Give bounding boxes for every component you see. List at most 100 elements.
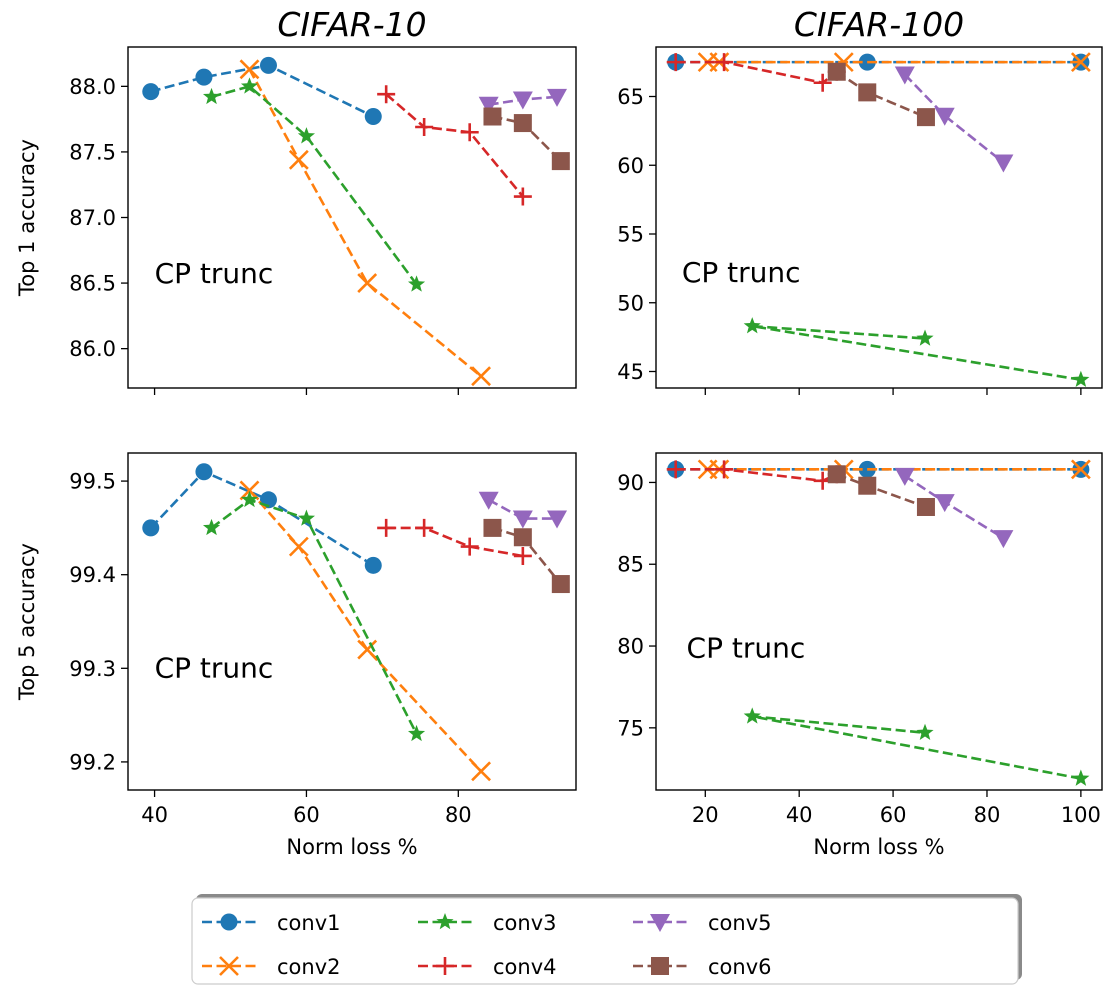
data-point (512, 91, 533, 110)
data-point (547, 510, 568, 529)
y-tick-label: 88.0 (69, 75, 116, 99)
series-conv6 (827, 465, 935, 516)
series-line (385, 93, 524, 198)
series-line (675, 60, 838, 85)
data-point (813, 73, 832, 92)
data-point (827, 62, 846, 81)
data-point (858, 476, 877, 495)
y-tick-label: 99.3 (69, 657, 116, 681)
legend-marker (436, 913, 454, 930)
series-conv2 (239, 59, 492, 387)
data-point (1072, 370, 1090, 388)
series-line (248, 489, 483, 773)
data-point (483, 518, 502, 537)
x-axis-label: Norm loss % (813, 835, 944, 859)
data-point (666, 53, 685, 72)
data-point (415, 118, 434, 137)
x-tick-label: 60 (293, 803, 320, 827)
panel-c10_top5: 99.2 99.3 99.4 99.5 40 60 80 Norm loss % Top 5 a… (15, 452, 577, 859)
legend-marker (220, 913, 238, 931)
axes-frame (127, 452, 577, 791)
data-point (460, 123, 479, 142)
series-conv6 (483, 107, 570, 171)
x-tick-label: 40 (141, 803, 168, 827)
data-point (993, 530, 1014, 549)
legend-box (191, 897, 1019, 985)
x-tick-label: 100 (1061, 803, 1101, 827)
x-tick-label: 80 (974, 803, 1001, 827)
series-conv2 (239, 480, 492, 782)
data-point (377, 85, 396, 104)
series-line (903, 73, 1005, 164)
panel-c100_top1: CIFAR-100 45 50 55 60 65 CP trunc (617, 5, 1103, 395)
data-point (142, 519, 160, 537)
legend-label: conv1 (277, 911, 341, 935)
x-tick-label: 20 (692, 803, 719, 827)
y-tick-label: 45 (617, 360, 644, 384)
series-conv5 (894, 467, 1014, 549)
data-point (715, 53, 734, 72)
data-point (916, 108, 935, 127)
legend-entry-conv5: conv5 (633, 911, 772, 935)
series-line (752, 324, 1082, 382)
data-point (512, 510, 533, 529)
data-point (1070, 52, 1091, 73)
data-point (551, 575, 570, 594)
data-point (1070, 459, 1091, 480)
legend-entry-conv3: conv3 (418, 911, 557, 935)
y-tick-label: 75 (617, 716, 644, 740)
annotation-label: CP trunc (155, 257, 274, 290)
panel-title: CIFAR-100 (794, 5, 964, 44)
x-tick-label: 60 (880, 803, 907, 827)
plot-area (142, 463, 570, 782)
legend-marker (436, 957, 454, 975)
x-tick-label: 40 (786, 803, 813, 827)
legend-entry-conv2: conv2 (202, 955, 341, 979)
panel-c10_top1: CIFAR-10 86.0 86.5 87.0 87.5 88.0 Top 1 accura… (15, 5, 577, 395)
y-tick-label: 99.5 (69, 470, 116, 494)
data-point (407, 275, 426, 292)
series-conv4 (666, 53, 846, 92)
data-point (551, 152, 570, 171)
data-point (666, 460, 685, 479)
data-point (513, 546, 532, 565)
data-point (357, 639, 378, 660)
legend-label: conv5 (708, 911, 772, 935)
panel-c100_top5: 75 80 85 90 20 40 60 80 100 Norm loss % CP trunc (617, 452, 1103, 859)
y-tick-label: 87.0 (69, 206, 116, 230)
data-point (195, 463, 213, 481)
legend-marker (651, 957, 669, 975)
series-conv5 (478, 88, 568, 115)
series-line (248, 68, 482, 378)
y-tick-label: 80 (617, 635, 644, 659)
data-point (288, 149, 309, 170)
data-point (743, 707, 761, 724)
series-line (211, 84, 418, 286)
y-tick-label: 65 (617, 85, 644, 109)
data-point (743, 317, 761, 334)
y-tick-label: 99.4 (69, 563, 116, 587)
data-point (916, 723, 934, 741)
legend-marker (219, 956, 239, 976)
annotation-label: CP trunc (155, 652, 274, 685)
series-conv3 (743, 707, 1090, 786)
data-point (547, 88, 568, 107)
legend: conv1 conv2 conv3 conv4 conv5 conv6 (191, 894, 1022, 985)
data-point (202, 518, 221, 536)
x-axis-label: Norm loss % (286, 835, 417, 859)
series-line (836, 473, 927, 509)
y-axis-label: Top 5 accuracy (15, 543, 39, 701)
legend-entry-conv4: conv4 (418, 955, 557, 979)
y-tick-label: 55 (617, 223, 644, 247)
data-point (513, 528, 532, 547)
y-tick-label: 86.5 (69, 272, 116, 296)
legend-label: conv2 (277, 955, 341, 979)
data-point (407, 724, 426, 742)
series-conv6 (827, 62, 935, 127)
data-point (415, 518, 434, 537)
data-point (288, 536, 309, 557)
axes-frame (127, 46, 577, 389)
y-tick-label: 85 (617, 553, 644, 577)
data-point (715, 460, 734, 479)
data-point (259, 56, 277, 74)
